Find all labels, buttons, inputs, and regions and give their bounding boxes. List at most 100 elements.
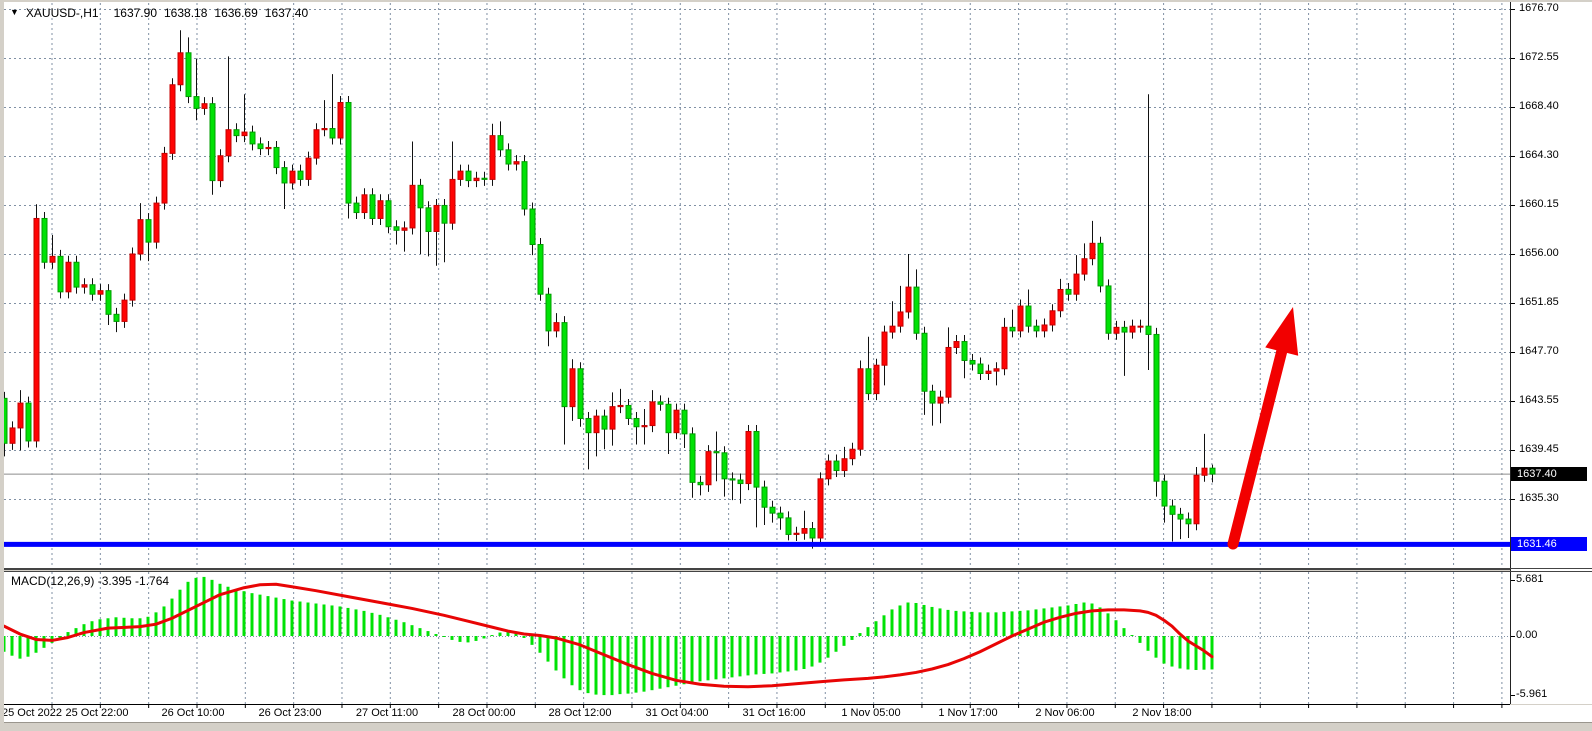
candle — [1049, 304, 1056, 332]
candle — [441, 198, 448, 263]
candle — [1081, 243, 1088, 281]
candle — [97, 284, 104, 301]
candle — [65, 255, 72, 299]
candle — [89, 278, 96, 301]
candle — [473, 171, 480, 188]
candle — [17, 390, 24, 451]
candle — [1097, 236, 1104, 293]
candle — [9, 421, 16, 450]
candle — [465, 164, 472, 188]
candle — [617, 388, 624, 414]
candle — [1145, 94, 1152, 370]
price-axis-label: 1651.85 — [1519, 296, 1559, 309]
candle — [577, 362, 584, 427]
candle — [1017, 299, 1024, 338]
candle — [993, 362, 1000, 386]
candle — [161, 146, 168, 210]
price-axis-label: 1643.55 — [1519, 394, 1559, 407]
candle — [697, 475, 704, 496]
candle — [225, 56, 232, 163]
candle — [481, 171, 488, 186]
candle — [393, 220, 400, 245]
candle — [329, 74, 336, 145]
candle — [1129, 319, 1136, 339]
candle — [73, 255, 80, 294]
time-axis-label: 2 Nov 06:00 — [1035, 707, 1095, 719]
candle — [449, 141, 456, 230]
candle — [761, 480, 768, 525]
candle — [593, 409, 600, 457]
candle — [649, 390, 656, 433]
candle — [601, 409, 608, 450]
candle — [185, 37, 192, 104]
candle — [537, 237, 544, 301]
candle — [753, 424, 760, 528]
candle — [201, 97, 208, 115]
candle — [33, 204, 40, 448]
price-axis-label: 1664.30 — [1519, 148, 1559, 161]
candle — [489, 123, 496, 186]
candle — [777, 506, 784, 530]
time-axis-label: 31 Oct 16:00 — [742, 707, 806, 719]
candle — [1057, 278, 1064, 318]
candle — [425, 201, 432, 257]
macd-axis-label: 0.00 — [1516, 629, 1538, 641]
candle — [345, 95, 352, 219]
candle — [409, 141, 416, 235]
price-axis-label: 1672.55 — [1519, 51, 1559, 64]
candle — [1177, 507, 1184, 540]
window-left-frame — [0, 0, 4, 730]
candle — [113, 307, 120, 333]
candle — [1137, 319, 1144, 333]
candle — [129, 247, 136, 307]
candle — [209, 97, 216, 195]
candle — [985, 364, 992, 381]
candle — [401, 221, 408, 252]
candle — [321, 100, 328, 137]
candle — [1193, 466, 1200, 531]
candle — [817, 472, 824, 545]
candle — [745, 424, 752, 491]
candle — [1201, 433, 1208, 482]
candle — [1121, 320, 1128, 376]
candle — [297, 164, 304, 186]
candle — [921, 326, 928, 415]
symbol-timeframe-label: XAUUSD-,H1 — [25, 6, 99, 20]
candle — [681, 403, 688, 449]
candle — [769, 500, 776, 523]
buy-signal-arrow[interactable] — [1227, 307, 1299, 550]
candle — [665, 397, 672, 454]
chevron-down-icon[interactable]: ▼ — [10, 7, 19, 17]
candle — [513, 155, 520, 171]
candle — [737, 473, 744, 504]
candle — [417, 178, 424, 254]
candle — [961, 335, 968, 379]
candle — [529, 202, 536, 256]
support-price-badge: 1631.46 — [1511, 537, 1587, 552]
time-axis-label: 26 Oct 10:00 — [161, 707, 225, 719]
candle — [1169, 499, 1176, 542]
candle — [1001, 317, 1008, 376]
candle — [721, 446, 728, 497]
candle — [1185, 512, 1192, 538]
candle — [897, 285, 904, 333]
price-axis-label: 1668.40 — [1519, 100, 1559, 113]
candle — [265, 140, 272, 156]
candle — [881, 325, 888, 386]
candle — [785, 511, 792, 541]
time-axis-label: 28 Oct 00:00 — [452, 707, 516, 719]
price-axis-label: 1676.70 — [1519, 2, 1559, 14]
candle — [889, 301, 896, 339]
candlestick-series[interactable] — [1, 30, 1216, 549]
candle — [713, 431, 720, 482]
price-axis-label: 1656.00 — [1519, 246, 1559, 259]
candle — [361, 188, 368, 220]
candle — [689, 427, 696, 498]
low-value: 1636.69 — [214, 6, 258, 20]
time-axis-label: 26 Oct 23:00 — [258, 707, 322, 719]
time-axis[interactable] — [4, 705, 1592, 722]
candle — [177, 30, 184, 92]
candle — [729, 472, 736, 501]
